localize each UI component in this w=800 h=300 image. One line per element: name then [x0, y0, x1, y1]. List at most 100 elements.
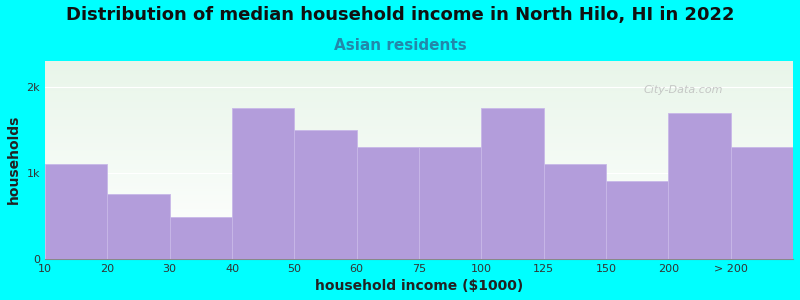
Bar: [45, 190, 793, 191]
Bar: [45, 142, 793, 143]
Bar: [45, 136, 793, 137]
Bar: [45, 79, 793, 80]
Bar: [45, 164, 107, 259]
Bar: [45, 107, 793, 108]
Bar: [45, 149, 793, 150]
Bar: [45, 223, 793, 224]
Bar: [45, 178, 793, 179]
Bar: [45, 95, 793, 96]
Bar: [45, 128, 793, 129]
Text: City-Data.com: City-Data.com: [643, 85, 723, 95]
Bar: [45, 213, 793, 214]
Bar: [45, 102, 793, 103]
Bar: [45, 145, 793, 146]
Bar: [45, 111, 793, 112]
Bar: [45, 186, 793, 187]
Bar: [45, 159, 793, 160]
Bar: [45, 139, 793, 140]
Bar: [45, 91, 793, 92]
Bar: [45, 158, 793, 159]
Bar: [45, 154, 793, 155]
Bar: [45, 241, 793, 242]
Bar: [45, 258, 793, 259]
Bar: [45, 188, 793, 189]
Bar: [45, 109, 793, 110]
Bar: [45, 150, 793, 151]
Bar: [45, 138, 793, 139]
Bar: [45, 140, 793, 141]
Bar: [45, 165, 793, 166]
Bar: [45, 155, 793, 156]
Bar: [45, 227, 793, 228]
Bar: [45, 147, 793, 148]
Bar: [45, 257, 793, 258]
Bar: [45, 182, 793, 183]
Bar: [45, 113, 793, 114]
Bar: [544, 164, 606, 259]
Bar: [45, 220, 793, 221]
Bar: [45, 93, 793, 94]
Bar: [45, 160, 793, 161]
Bar: [730, 147, 793, 259]
Bar: [45, 173, 793, 174]
Bar: [45, 192, 793, 193]
Bar: [45, 129, 793, 130]
Bar: [45, 89, 793, 90]
Bar: [45, 80, 793, 81]
Bar: [45, 126, 793, 127]
Bar: [45, 201, 793, 202]
Bar: [45, 205, 793, 206]
Bar: [45, 68, 793, 69]
Bar: [45, 226, 793, 227]
Bar: [45, 132, 793, 133]
Bar: [45, 164, 793, 165]
Bar: [45, 248, 793, 249]
Text: Asian residents: Asian residents: [334, 38, 466, 52]
Bar: [45, 133, 793, 134]
Bar: [45, 92, 793, 93]
Bar: [45, 243, 793, 244]
Bar: [45, 141, 793, 142]
Bar: [45, 194, 793, 195]
Bar: [45, 75, 793, 76]
Bar: [45, 77, 793, 78]
Bar: [45, 130, 793, 131]
Bar: [45, 88, 793, 89]
Bar: [45, 211, 793, 212]
Bar: [45, 118, 793, 119]
Bar: [45, 195, 793, 196]
Bar: [45, 214, 793, 215]
Bar: [45, 244, 793, 245]
Bar: [45, 250, 793, 251]
Bar: [45, 74, 793, 75]
Bar: [45, 242, 793, 243]
Bar: [45, 86, 793, 87]
Bar: [45, 116, 793, 117]
Bar: [45, 61, 793, 62]
Bar: [45, 161, 793, 162]
Bar: [45, 246, 793, 247]
Bar: [45, 225, 793, 226]
Bar: [45, 70, 793, 71]
Bar: [45, 78, 793, 79]
Bar: [45, 208, 793, 209]
Bar: [45, 221, 793, 222]
Bar: [45, 104, 793, 105]
Bar: [45, 170, 793, 171]
Bar: [45, 135, 793, 136]
Bar: [45, 224, 793, 225]
Bar: [45, 249, 793, 250]
Bar: [45, 217, 793, 218]
Bar: [45, 239, 793, 240]
Bar: [45, 240, 793, 241]
Bar: [45, 251, 793, 252]
Bar: [45, 66, 793, 67]
Bar: [45, 94, 793, 95]
Bar: [45, 101, 793, 102]
Bar: [170, 218, 232, 259]
Bar: [45, 106, 793, 107]
Bar: [45, 215, 793, 216]
Bar: [606, 181, 668, 259]
Bar: [45, 204, 793, 205]
Bar: [45, 187, 793, 188]
